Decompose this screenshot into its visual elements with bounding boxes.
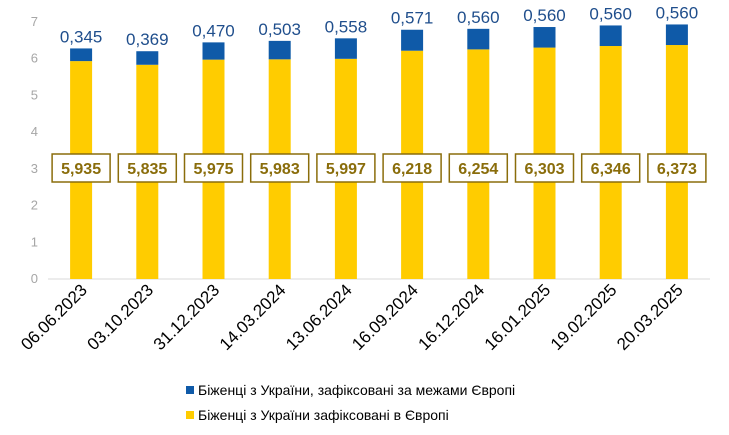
x-tick-label: 19.02.2025 [547, 280, 621, 354]
data-label-box [514, 153, 575, 183]
data-label-box [647, 153, 707, 183]
x-tick-label: 13.06.2024 [282, 280, 356, 354]
bar-outside-europe [599, 25, 622, 47]
data-label-in-europe: 5,975 [193, 161, 233, 178]
bar-outside-europe [334, 38, 357, 59]
data-label-outside-europe: 0,560 [589, 4, 632, 23]
y-tick-label: 1 [31, 234, 38, 249]
legend-swatch-in-europe [186, 411, 194, 419]
x-tick-label: 06.06.2023 [17, 280, 91, 354]
y-tick-label: 4 [31, 124, 38, 139]
data-label-box [117, 153, 178, 183]
x-tick-label: 31.12.2023 [150, 280, 224, 354]
data-label-in-europe: 5,997 [326, 161, 366, 178]
data-label-outside-europe: 0,571 [391, 9, 434, 28]
data-label-outside-europe: 0,560 [457, 8, 500, 27]
data-label-in-europe: 6,346 [591, 161, 631, 178]
data-label-box [382, 153, 442, 183]
data-label-outside-europe: 0,560 [523, 6, 566, 25]
x-tick-label: 16.12.2024 [415, 280, 489, 354]
legend: Біженці з України, зафіксовані за межами… [186, 382, 515, 423]
data-label-outside-europe: 0,560 [656, 3, 699, 22]
x-axis: 06.06.202303.10.202331.12.202314.03.2024… [17, 280, 686, 354]
y-tick-label: 2 [31, 198, 38, 213]
y-tick-label: 6 [31, 51, 38, 66]
bar-outside-europe [268, 40, 291, 60]
legend-swatch-outside-europe [186, 386, 194, 394]
data-label-in-europe: 5,983 [260, 161, 300, 178]
x-tick-label: 16.01.2025 [481, 280, 555, 354]
bar-outside-europe [136, 51, 159, 65]
y-tick-label: 5 [31, 87, 38, 102]
bar-outside-europe [533, 27, 556, 48]
data-label-box [448, 153, 509, 183]
data-label-in-europe: 5,835 [127, 161, 167, 178]
data-label-box [51, 153, 111, 183]
legend-label-outside-europe: Біженці з України, зафіксовані за межами… [198, 382, 515, 398]
legend-label-in-europe: Біженці з України зафіксовані в Європі [198, 407, 449, 423]
bar-outside-europe [467, 28, 490, 50]
x-tick-label: 16.09.2024 [348, 280, 422, 354]
data-label-outside-europe: 0,345 [60, 27, 103, 46]
data-label-in-europe: 6,218 [392, 161, 432, 178]
data-label-in-europe: 6,303 [524, 161, 564, 178]
x-tick-label: 20.03.2025 [613, 280, 687, 354]
y-tick-label: 3 [31, 161, 38, 176]
bar-outside-europe [202, 42, 225, 60]
y-tick-label: 0 [31, 271, 38, 286]
x-tick-label: 14.03.2024 [216, 280, 290, 354]
y-axis: 0 1 2 3 4 5 6 7 [31, 14, 38, 286]
data-label-in-europe: 6,373 [657, 161, 697, 178]
bars: 0,345 5,935 0,369 5,835 0,470 5,975 0,503 5,983… [51, 3, 707, 280]
data-label-outside-europe: 0,503 [258, 20, 301, 39]
y-tick-label: 7 [31, 14, 38, 29]
data-label-box [249, 153, 310, 183]
data-label-outside-europe: 0,558 [325, 17, 368, 36]
data-label-in-europe: 5,935 [61, 161, 101, 178]
data-label-box [580, 153, 641, 183]
data-label-in-europe: 6,254 [458, 161, 498, 178]
x-tick-label: 03.10.2023 [84, 280, 158, 354]
data-label-box [316, 153, 376, 183]
data-label-outside-europe: 0,369 [126, 30, 169, 49]
data-label-outside-europe: 0,470 [192, 21, 235, 40]
bar-outside-europe [70, 48, 93, 62]
data-label-box [183, 153, 244, 183]
bar-outside-europe [665, 24, 688, 46]
bar-outside-europe [401, 29, 424, 51]
